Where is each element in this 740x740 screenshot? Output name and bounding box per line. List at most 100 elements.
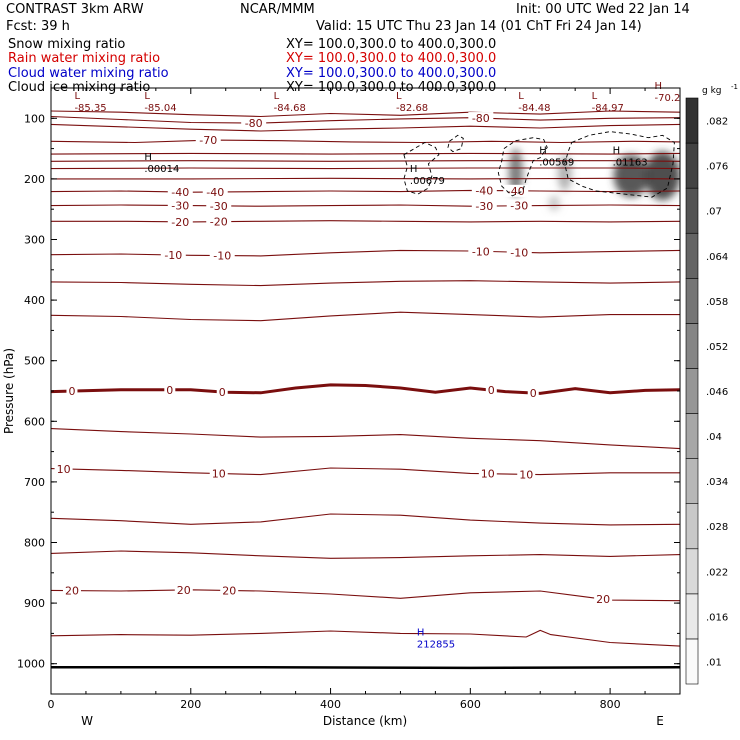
high-marker: H <box>655 81 663 92</box>
isotherm-label: -10 <box>164 249 182 262</box>
colorbar-unit-exponent: -1 <box>731 83 738 91</box>
isotherm-line <box>51 467 680 476</box>
isotherm-label-bg <box>195 134 221 147</box>
cloud-ice-contours <box>403 131 675 198</box>
colorbar-box <box>685 323 699 369</box>
y-tick-label: 700 <box>24 476 45 489</box>
isotherm-line <box>51 123 680 132</box>
isotherm-label-bg <box>54 462 73 475</box>
isotherm-line <box>51 139 680 144</box>
isotherm-label-bg <box>506 199 532 212</box>
low-marker: L <box>274 91 280 102</box>
extremum-value: -84.68 <box>274 103 306 114</box>
extremum-value: -85.35 <box>74 103 106 114</box>
isotherm-label-bg <box>468 245 494 258</box>
field-snow-label: Snow mixing ratio <box>8 37 126 52</box>
colorbar-box <box>685 593 699 640</box>
colorbar-tick-label: .07 <box>706 207 722 218</box>
low-marker: L <box>144 91 150 102</box>
isotherm-label: 20 <box>177 584 191 597</box>
header-valid: Valid: 15 UTC Thu 23 Jan 14 (01 ChT Fri … <box>316 19 642 34</box>
colorbar-box <box>685 142 699 189</box>
temperature-contours: -80 -80-70-40 -40 -40 -40-30 -30 -30 -30-20 -20-… <box>51 110 680 670</box>
east-label: E <box>656 714 664 728</box>
isotherm-label: -40 <box>206 186 224 199</box>
high-marker: H <box>410 164 418 175</box>
extrema-labels: L-85.35L-85.04L-84.68L-82.68L-84.48L-84.… <box>74 81 680 651</box>
colorbar-tick-label: .082 <box>706 117 728 128</box>
field-cloudwater-label: Cloud water mixing ratio <box>8 66 169 81</box>
isotherm-label: 0 <box>68 385 75 398</box>
cloud-ice-contour <box>497 137 548 197</box>
colorbar-tick-label: .034 <box>706 477 728 488</box>
isotherm-line <box>51 280 680 287</box>
colorbar-tick-label: .04 <box>706 432 722 443</box>
colorbar-box <box>685 187 699 234</box>
high-marker: H <box>417 627 425 638</box>
isotherm-label-bg <box>66 385 78 398</box>
isotherm-line <box>51 160 680 162</box>
mixing-ratio-shade <box>557 154 572 192</box>
isotherm-label: 0 <box>488 384 495 397</box>
isotherm-line <box>51 110 680 118</box>
header-model: CONTRAST 3km ARW <box>6 2 144 17</box>
low-marker: L <box>518 91 524 102</box>
isotherm-line <box>51 428 680 450</box>
x-tick-label: 600 <box>460 698 481 711</box>
isotherm-label-bg <box>471 184 497 197</box>
x-tick-label: 0 <box>48 698 55 711</box>
isotherm-label: -40 <box>171 186 189 199</box>
y-axis-title: Pressure (hPa) <box>2 348 16 434</box>
mixing-ratio-shade <box>548 195 560 211</box>
isotherm-label: -80 <box>245 117 263 130</box>
isotherm-label: 20 <box>222 584 236 597</box>
colorbar-tick-label: .052 <box>706 342 728 353</box>
colorbar-tick-label: .01 <box>706 657 722 668</box>
high-marker: H <box>144 152 152 163</box>
isotherm-line <box>51 204 680 207</box>
colorbar-box <box>685 413 699 459</box>
high-marker: H <box>539 146 547 157</box>
colorbar-tick-label: .046 <box>706 387 728 398</box>
isotherm-label-bg <box>167 215 193 228</box>
extremum-value: -70.2 <box>655 93 681 104</box>
header-center: NCAR/MMM <box>240 2 315 17</box>
isotherm-label: -10 <box>510 246 528 259</box>
x-tick-label: 800 <box>600 698 621 711</box>
isotherm-label: -30 <box>475 200 493 213</box>
field-rain-xy: XY= 100.0,300.0 to 400.0,300.0 <box>286 51 497 66</box>
colorbar-box <box>685 232 699 279</box>
colorbar: .01 .016 .022 .028 .034 .04 .046 .052 .058 .064 .0… <box>685 83 738 685</box>
isotherm-label-bg <box>174 583 193 596</box>
header-init: Init: 00 UTC Wed 22 Jan 14 <box>516 2 690 17</box>
isotherm-label-bg <box>206 215 232 228</box>
y-tick-label: 1000 <box>17 658 45 671</box>
high-marker: H <box>613 146 621 157</box>
isotherm-line <box>51 189 680 193</box>
isotherm-label-bg <box>164 383 176 396</box>
y-tick-label: 300 <box>24 234 45 247</box>
isotherm-label-bg <box>485 384 497 397</box>
isotherm-label-bg <box>167 199 193 212</box>
isotherm-line <box>51 589 680 602</box>
y-tick-label: 900 <box>24 597 45 610</box>
extremum-value: -82.68 <box>396 103 428 114</box>
isotherm-line <box>51 629 680 647</box>
low-marker: L <box>74 91 80 102</box>
isotherm-label: -70 <box>199 134 217 147</box>
colorbar-box <box>685 458 699 504</box>
y-tick-label: 100 <box>24 112 45 125</box>
y-tick-label: 400 <box>24 294 45 307</box>
colorbar-box <box>685 368 699 414</box>
isotherm-line <box>51 115 680 124</box>
low-marker: L <box>396 91 402 102</box>
isotherm-label: -30 <box>210 200 228 213</box>
extremum-value: -84.97 <box>592 103 624 114</box>
extremum-value: -85.04 <box>144 103 176 114</box>
colorbar-tick-label: .016 <box>706 612 728 623</box>
isotherm-label-bg <box>160 248 186 261</box>
isotherm-label: 0 <box>530 387 537 400</box>
colorbar-unit: g kg <box>702 86 722 96</box>
